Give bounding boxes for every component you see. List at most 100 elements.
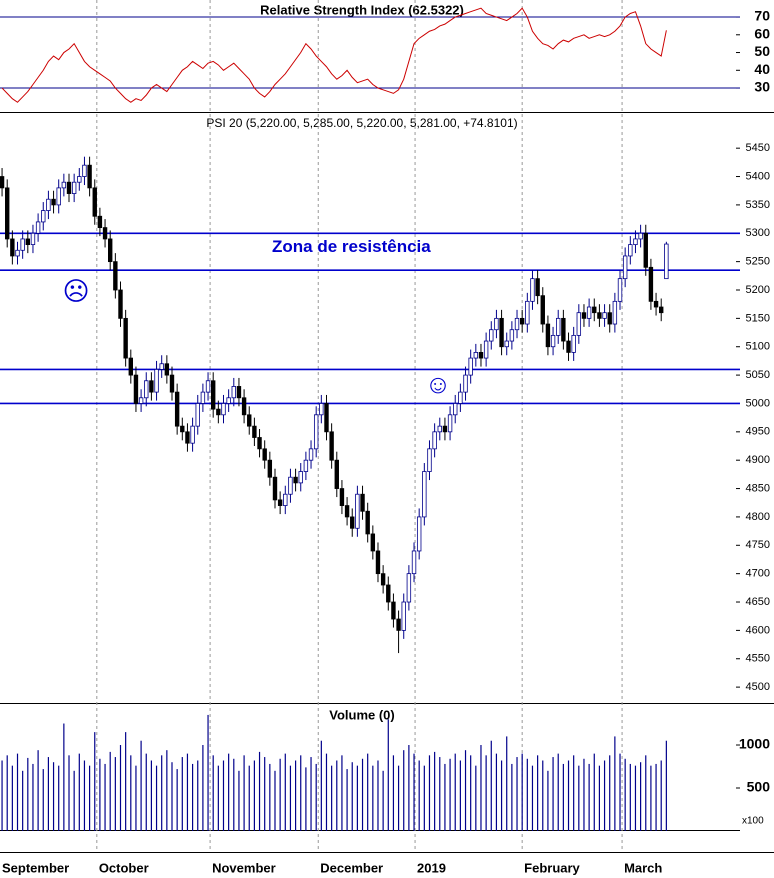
candle-body — [20, 238, 25, 251]
candle-body — [355, 493, 360, 529]
y-tick-label: 30 — [754, 79, 770, 95]
y-tick-label: 4600 — [746, 624, 770, 636]
candle-body — [324, 403, 329, 433]
candle-body — [576, 312, 582, 336]
candle-body — [628, 244, 633, 257]
candle-body — [344, 505, 350, 518]
candle-body — [288, 476, 293, 495]
candle-body — [664, 243, 669, 280]
candle-body — [375, 550, 381, 575]
candle-body — [458, 391, 463, 404]
candle-body — [5, 187, 10, 240]
candle-body — [622, 255, 628, 280]
price-title: PSI 20 (5,220.00, 5,285.00, 5,220.00, 5,… — [206, 116, 517, 130]
candle-body — [607, 312, 612, 325]
candle-body — [92, 187, 97, 217]
candle-body — [133, 374, 139, 404]
candle-body — [360, 493, 365, 512]
y-tick-label: 5400 — [746, 170, 770, 182]
candle-body — [0, 176, 5, 189]
candle-body — [195, 403, 200, 427]
x-tick-label: October — [99, 860, 149, 875]
candle-body — [56, 187, 61, 206]
candle-body — [483, 340, 489, 359]
x-tick-label: March — [624, 860, 662, 875]
y-tick-label: 5100 — [746, 341, 770, 353]
y-tick-label: 5050 — [746, 369, 770, 381]
y-tick-label: 50 — [754, 43, 770, 59]
candle-body — [556, 317, 561, 336]
candle-body — [241, 397, 247, 416]
candle-body — [468, 357, 473, 376]
candle-body — [61, 181, 67, 189]
candle-body — [82, 164, 87, 177]
candle-body — [30, 232, 36, 246]
candle-body — [164, 363, 170, 376]
y-tick-label: 5250 — [746, 256, 770, 268]
candle-body — [561, 317, 566, 342]
candle-body — [308, 448, 314, 461]
candle-body — [643, 232, 648, 268]
candle-body — [71, 181, 77, 194]
candle-body — [478, 352, 484, 359]
candle-body — [252, 425, 257, 438]
candle-body — [427, 448, 432, 472]
candle-body — [592, 306, 597, 314]
candle-body — [313, 414, 319, 450]
candle-body — [298, 471, 303, 484]
candle-body — [494, 317, 499, 331]
candle-body — [303, 459, 309, 472]
candle-body — [581, 312, 587, 319]
candle-body — [329, 431, 334, 461]
candle-body — [231, 386, 236, 399]
candle-body — [540, 295, 545, 325]
candle-body — [638, 232, 643, 240]
y-tick-label: 1000 — [739, 736, 770, 752]
candle-body — [144, 380, 149, 399]
candle-body — [633, 238, 638, 246]
candle-body — [293, 476, 298, 484]
candle-body — [236, 386, 242, 399]
candle-body — [334, 459, 339, 489]
annotation: ☹ — [62, 276, 89, 306]
candle-body — [509, 329, 515, 342]
rsi-title: Relative Strength Index (62.5322) — [260, 2, 464, 17]
candle-body — [118, 289, 123, 319]
candle-body — [566, 340, 571, 353]
y-tick-label: 4900 — [746, 454, 770, 466]
candle-body — [113, 261, 118, 291]
candle-body — [447, 414, 453, 433]
candle-body — [597, 312, 602, 319]
candle-body — [586, 306, 592, 319]
candle-body — [550, 334, 556, 348]
candle-body — [514, 317, 520, 331]
candle-body — [272, 476, 278, 501]
candle-body — [159, 363, 164, 370]
candle-body — [453, 403, 458, 416]
y-tick-label: 4550 — [746, 653, 770, 665]
y-tick-label: 4950 — [746, 426, 770, 438]
candle-body — [283, 493, 288, 506]
y-tick-label: 70 — [754, 8, 770, 24]
candle-body — [257, 437, 262, 450]
candle-body — [370, 533, 376, 552]
candle-body — [442, 425, 448, 433]
y-tick-label: 5150 — [746, 312, 770, 324]
x-tick-label: December — [320, 860, 383, 875]
candle-body — [174, 391, 180, 427]
candle-body — [138, 397, 144, 404]
y-tick-label: 4800 — [746, 511, 770, 523]
candle-body — [504, 340, 509, 348]
candle-body — [226, 397, 231, 404]
candle-body — [277, 499, 283, 506]
candle-body — [247, 414, 252, 427]
candle-body — [154, 369, 159, 393]
y-tick-label: 5450 — [746, 142, 770, 154]
candle-body — [77, 176, 82, 183]
candle-body — [396, 618, 401, 631]
volume-title: Volume (0) — [329, 707, 395, 722]
candle-body — [267, 459, 273, 478]
candle-body — [648, 266, 654, 302]
volume-unit: x100 — [742, 816, 764, 827]
